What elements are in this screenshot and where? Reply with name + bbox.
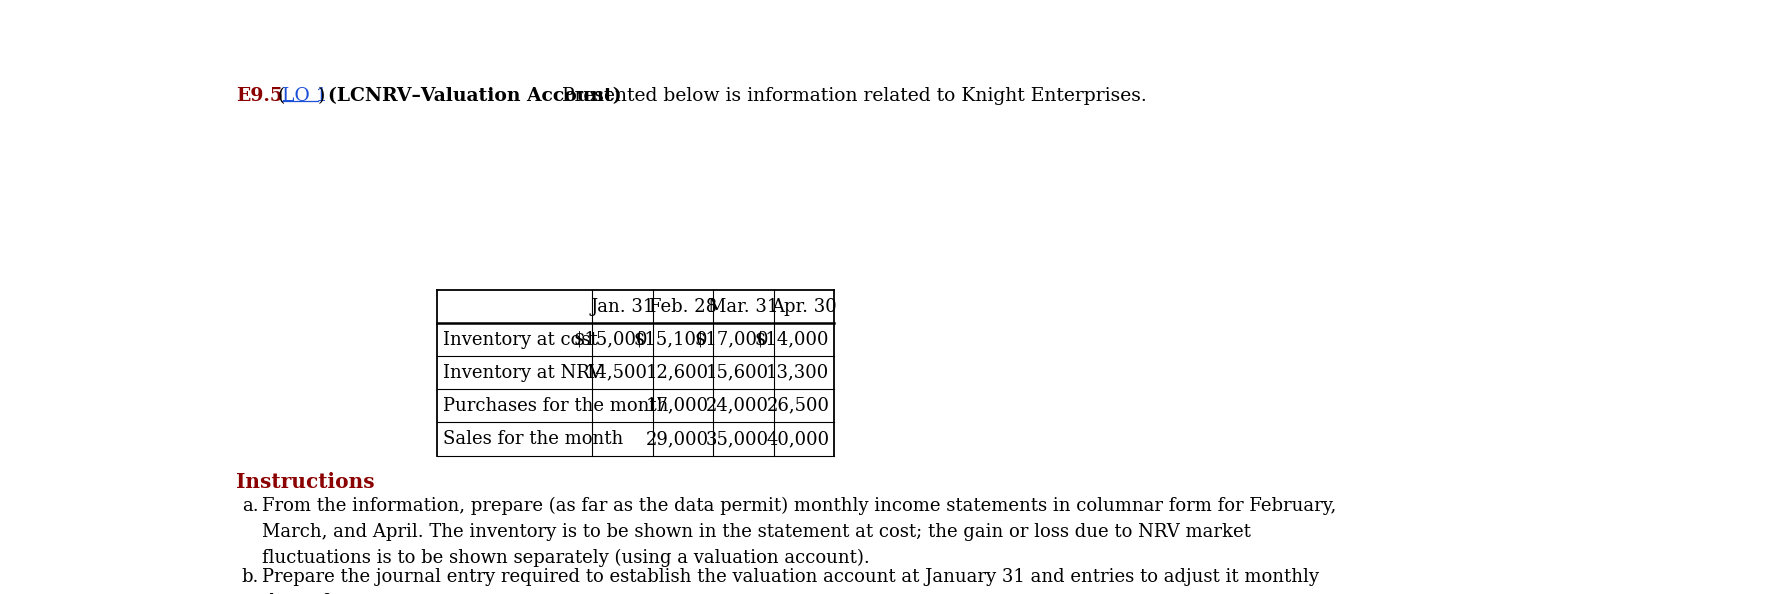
Text: a.: a. xyxy=(241,497,259,515)
Text: Sales for the month: Sales for the month xyxy=(443,430,622,448)
Text: E9.5: E9.5 xyxy=(236,87,282,106)
Text: 13,300: 13,300 xyxy=(766,364,830,382)
Text: 26,500: 26,500 xyxy=(766,397,830,415)
Text: 17,000: 17,000 xyxy=(645,397,707,415)
Text: (: ( xyxy=(271,87,285,106)
Text: LO 1: LO 1 xyxy=(282,87,328,106)
Text: $14,000: $14,000 xyxy=(755,331,830,349)
Text: Presented below is information related to Knight Enterprises.: Presented below is information related t… xyxy=(555,87,1145,106)
Text: Inventory at NRV: Inventory at NRV xyxy=(443,364,601,382)
Text: ): ) xyxy=(317,87,332,106)
Text: 40,000: 40,000 xyxy=(766,430,830,448)
Text: Feb. 28: Feb. 28 xyxy=(649,298,716,315)
Text: 15,600: 15,600 xyxy=(706,364,768,382)
Text: Prepare the journal entry required to establish the valuation account at January: Prepare the journal entry required to es… xyxy=(262,568,1319,594)
Text: $15,100: $15,100 xyxy=(633,331,707,349)
Text: 35,000: 35,000 xyxy=(706,430,768,448)
Text: 24,000: 24,000 xyxy=(706,397,768,415)
Text: Apr. 30: Apr. 30 xyxy=(771,298,837,315)
Text: Inventory at cost: Inventory at cost xyxy=(443,331,598,349)
Text: (LCNRV–Valuation Account): (LCNRV–Valuation Account) xyxy=(328,87,621,106)
Text: b.: b. xyxy=(241,568,259,586)
Text: $17,000: $17,000 xyxy=(693,331,768,349)
Text: Jan. 31: Jan. 31 xyxy=(590,298,654,315)
Text: 12,600: 12,600 xyxy=(645,364,707,382)
Text: 14,500: 14,500 xyxy=(585,364,647,382)
Text: Instructions: Instructions xyxy=(236,472,374,492)
Text: $15,000: $15,000 xyxy=(573,331,647,349)
Text: From the information, prepare (as far as the data permit) monthly income stateme: From the information, prepare (as far as… xyxy=(262,497,1335,567)
Text: 29,000: 29,000 xyxy=(645,430,707,448)
Text: Purchases for the month: Purchases for the month xyxy=(443,397,668,415)
Text: Mar. 31: Mar. 31 xyxy=(707,298,778,315)
